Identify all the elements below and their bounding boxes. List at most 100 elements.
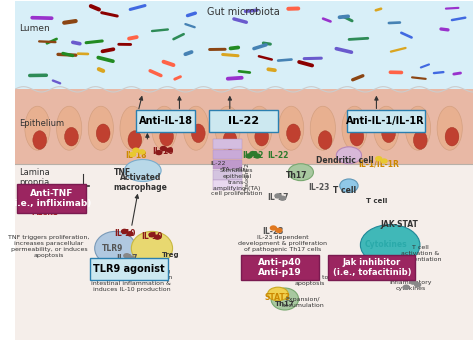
Circle shape	[154, 234, 161, 240]
Text: T cell: T cell	[333, 186, 356, 195]
Text: Lumen: Lumen	[19, 24, 50, 33]
Ellipse shape	[340, 179, 358, 192]
Text: IL-23 dependent
development & proliferation
of pathogenic Th17 cells: IL-23 dependent development & proliferat…	[238, 235, 327, 252]
Text: JAK-STAT: JAK-STAT	[380, 220, 418, 229]
Ellipse shape	[125, 160, 161, 181]
Text: TNF triggers proliferation,
increases paracellular
permeability, or induces
apop: TNF triggers proliferation, increases pa…	[8, 235, 90, 258]
Ellipse shape	[25, 106, 50, 150]
Ellipse shape	[128, 131, 142, 149]
Circle shape	[129, 151, 137, 157]
FancyBboxPatch shape	[90, 258, 168, 280]
Text: T cell
activation &
differentiation: T cell activation & differentiation	[398, 245, 442, 262]
Text: STAT3: STAT3	[265, 293, 291, 302]
Text: Th17: Th17	[275, 301, 295, 307]
Ellipse shape	[33, 131, 46, 149]
Circle shape	[132, 148, 139, 153]
Ellipse shape	[120, 106, 145, 150]
Text: IL-1/IL-1R: IL-1/IL-1R	[358, 159, 399, 168]
Circle shape	[254, 153, 261, 159]
Ellipse shape	[360, 225, 420, 265]
FancyBboxPatch shape	[213, 150, 242, 159]
Ellipse shape	[223, 131, 237, 149]
FancyBboxPatch shape	[209, 109, 278, 132]
Text: IL-10: IL-10	[114, 228, 135, 238]
Ellipse shape	[247, 106, 272, 150]
Ellipse shape	[405, 106, 430, 150]
Circle shape	[121, 229, 128, 234]
Text: Lamina
propria: Lamina propria	[19, 167, 50, 187]
FancyBboxPatch shape	[136, 109, 195, 132]
FancyBboxPatch shape	[15, 89, 473, 164]
FancyBboxPatch shape	[328, 255, 415, 280]
Ellipse shape	[255, 128, 269, 146]
Circle shape	[160, 146, 167, 151]
Ellipse shape	[131, 232, 173, 265]
Ellipse shape	[152, 106, 177, 150]
Text: TLR9 agonist: TLR9 agonist	[93, 264, 165, 275]
Circle shape	[148, 232, 155, 237]
Text: TLR9: TLR9	[102, 244, 124, 253]
Ellipse shape	[413, 131, 427, 149]
Text: Th17: Th17	[285, 171, 307, 180]
FancyBboxPatch shape	[17, 184, 85, 213]
Text: TNF: TNF	[114, 168, 131, 177]
Ellipse shape	[337, 147, 362, 164]
Circle shape	[155, 150, 163, 155]
Ellipse shape	[279, 106, 304, 150]
Circle shape	[275, 228, 283, 233]
Ellipse shape	[88, 106, 113, 150]
Text: Expansion/
accumulation: Expansion/ accumulation	[282, 297, 325, 308]
Text: Gut microbiota: Gut microbiota	[207, 6, 280, 16]
Ellipse shape	[64, 128, 78, 146]
Text: MLCK1: MLCK1	[31, 198, 58, 204]
Text: Modulates the Th17/Treg
cell immune imbalance in
intestinal inflammation &
induc: Modulates the Th17/Treg cell immune imba…	[91, 269, 172, 292]
Text: IL-22: IL-22	[267, 151, 289, 160]
Text: MLCK1: MLCK1	[31, 210, 58, 216]
Text: Claudin-2: Claudin-2	[245, 162, 250, 192]
Text: Anti-IL-1/IL-1R: Anti-IL-1/IL-1R	[346, 116, 425, 125]
Ellipse shape	[437, 106, 462, 150]
Text: IL-17: IL-17	[116, 254, 137, 263]
Circle shape	[279, 195, 286, 201]
Ellipse shape	[215, 106, 240, 150]
Circle shape	[128, 255, 135, 261]
Ellipse shape	[382, 124, 395, 143]
Ellipse shape	[350, 128, 364, 146]
Text: Activated
macrophage: Activated macrophage	[114, 173, 167, 192]
Text: Jak inhibitor
(i.e., tofacitinib): Jak inhibitor (i.e., tofacitinib)	[333, 258, 411, 278]
Text: IL-10: IL-10	[141, 232, 163, 241]
FancyBboxPatch shape	[15, 164, 473, 340]
Text: IL-18: IL-18	[125, 151, 146, 160]
Circle shape	[381, 158, 388, 164]
Ellipse shape	[310, 106, 336, 150]
Ellipse shape	[95, 232, 136, 265]
Circle shape	[138, 149, 146, 154]
Circle shape	[410, 279, 417, 285]
Text: IL-22: IL-22	[228, 116, 259, 125]
Ellipse shape	[160, 128, 173, 146]
Ellipse shape	[183, 106, 209, 150]
Text: Anti-IL-18: Anti-IL-18	[139, 116, 193, 125]
Circle shape	[249, 151, 256, 156]
Ellipse shape	[318, 131, 332, 149]
Text: Resistant to
apoptosis: Resistant to apoptosis	[292, 275, 328, 286]
Text: TA cells: TA cells	[222, 167, 246, 172]
Text: Anti-TNF
(i.e., infliximab): Anti-TNF (i.e., infliximab)	[10, 189, 92, 208]
FancyBboxPatch shape	[241, 255, 319, 280]
Ellipse shape	[268, 287, 288, 301]
FancyBboxPatch shape	[213, 139, 242, 149]
FancyBboxPatch shape	[213, 170, 242, 180]
Ellipse shape	[56, 106, 82, 150]
Text: Epithelium: Epithelium	[19, 119, 64, 128]
Text: IL-22: IL-22	[210, 161, 226, 166]
Circle shape	[246, 153, 253, 159]
Ellipse shape	[287, 124, 301, 143]
Text: IL-10: IL-10	[153, 147, 174, 157]
Ellipse shape	[191, 124, 205, 143]
Text: Stimulates
epithelial
trans-
amplifying (TA)
cell proliferation: Stimulates epithelial trans- amplifying …	[211, 168, 263, 196]
Text: T cell: T cell	[366, 198, 387, 204]
Ellipse shape	[445, 128, 459, 146]
Circle shape	[402, 284, 410, 290]
Circle shape	[274, 193, 282, 198]
Circle shape	[375, 156, 383, 161]
